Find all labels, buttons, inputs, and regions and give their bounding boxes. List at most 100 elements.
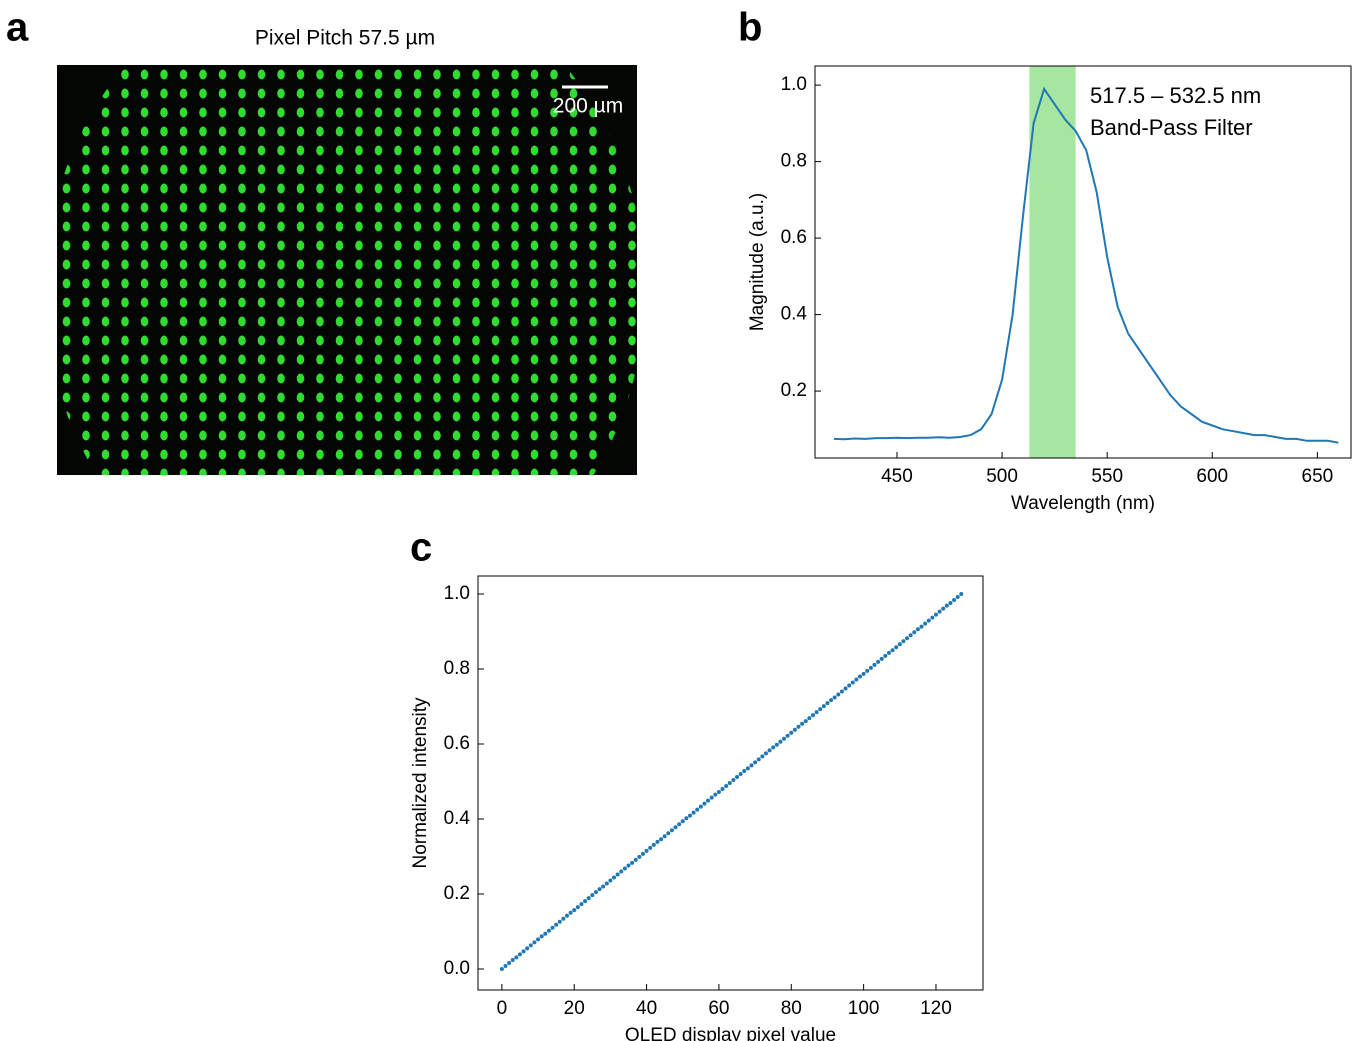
point: [756, 757, 761, 762]
point: [778, 739, 783, 744]
y-tick-label: 0.2: [781, 380, 807, 401]
point: [644, 848, 649, 853]
point: [590, 893, 595, 898]
point: [572, 908, 577, 913]
point: [655, 839, 660, 844]
point: [637, 854, 642, 859]
point: [564, 913, 569, 918]
x-tick-label: 80: [781, 998, 802, 1019]
point: [807, 716, 812, 721]
point: [604, 881, 609, 886]
y-tick-label: 1.0: [781, 74, 807, 95]
y-tick-label: 1.0: [444, 583, 470, 604]
point: [753, 760, 758, 765]
highlight-band: [1029, 66, 1076, 458]
point: [691, 810, 696, 815]
point: [528, 943, 533, 948]
point: [843, 686, 848, 691]
x-tick-label: 100: [848, 998, 880, 1019]
point: [905, 636, 910, 641]
point: [908, 633, 913, 638]
point: [507, 961, 512, 965]
x-axis-label: OLED display pixel value: [625, 1025, 836, 1041]
point: [543, 931, 548, 936]
point: [829, 698, 834, 703]
point: [648, 845, 653, 850]
point: [680, 819, 685, 824]
y-tick-label: 0.0: [444, 958, 470, 979]
point: [814, 710, 819, 715]
point: [557, 919, 562, 924]
x-tick-label: 120: [920, 998, 952, 1019]
point: [760, 754, 765, 759]
point: [890, 648, 895, 653]
point: [586, 896, 591, 901]
point: [774, 742, 779, 747]
point: [702, 801, 707, 806]
point: [745, 766, 750, 771]
point: [839, 689, 844, 694]
point: [800, 721, 805, 726]
point: [499, 967, 504, 971]
spectrum-line: [833, 86, 1339, 444]
point: [640, 851, 645, 856]
y-tick-label: 0.2: [444, 883, 470, 904]
point: [933, 612, 938, 617]
point: [677, 822, 682, 827]
point: [901, 639, 906, 644]
point: [897, 642, 902, 647]
point: [698, 804, 703, 809]
y-axis-label: Magnitude (a.u.): [747, 193, 768, 331]
point: [731, 778, 736, 782]
x-tick-label: 450: [881, 466, 913, 487]
point: [926, 618, 931, 623]
point: [952, 598, 957, 602]
point: [720, 787, 725, 791]
point: [832, 695, 837, 700]
point: [847, 683, 852, 688]
point: [619, 869, 624, 874]
x-axis-label: Wavelength (nm): [1011, 493, 1155, 514]
y-tick-label: 0.6: [781, 227, 807, 248]
point: [872, 662, 877, 667]
point: [593, 890, 598, 895]
point: [568, 910, 573, 915]
point: [796, 724, 801, 729]
x-tick-label: 600: [1196, 466, 1228, 487]
point: [579, 902, 584, 907]
y-tick-label: 0.6: [444, 733, 470, 754]
x-tick-label: 0: [497, 998, 508, 1019]
point: [923, 621, 928, 626]
point: [894, 645, 899, 650]
point: [825, 701, 830, 706]
axes-frame: [477, 575, 984, 991]
point: [706, 798, 711, 803]
point: [626, 863, 631, 868]
x-tick-label: 40: [636, 998, 657, 1019]
x-tick-label: 60: [708, 998, 729, 1019]
x-tick-label: 500: [986, 466, 1018, 487]
point: [583, 899, 588, 904]
point: [709, 795, 714, 800]
point: [651, 842, 656, 847]
point: [937, 609, 942, 614]
point: [525, 946, 530, 951]
panel-label: c: [410, 526, 432, 570]
point: [724, 784, 729, 788]
image-title: Pixel Pitch 57.5 µm: [255, 27, 435, 50]
y-tick-label: 0.4: [444, 808, 471, 829]
point: [575, 905, 580, 910]
point: [955, 595, 960, 599]
point: [630, 860, 635, 865]
point: [915, 627, 920, 632]
point: [612, 875, 617, 880]
point: [532, 940, 537, 945]
point: [919, 624, 924, 629]
point: [767, 748, 772, 753]
axes-frame: [814, 65, 1352, 459]
point: [868, 665, 873, 670]
point: [941, 606, 946, 611]
point: [503, 964, 508, 968]
point: [673, 825, 678, 830]
